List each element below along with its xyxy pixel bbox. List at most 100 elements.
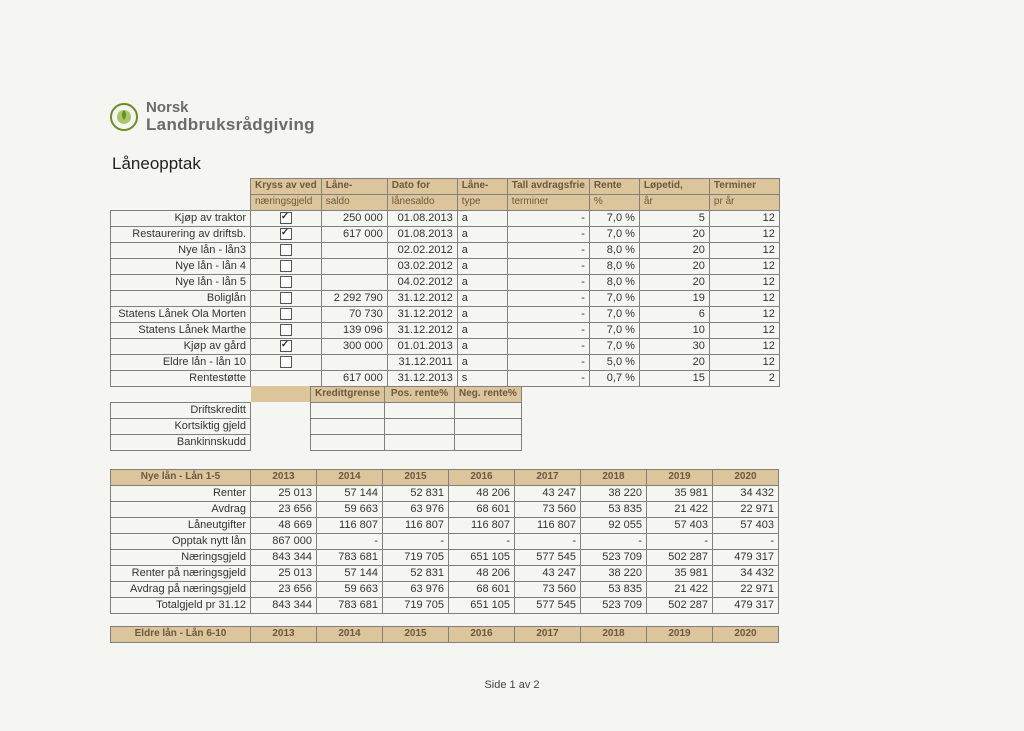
loan-rente: 7,0 % bbox=[589, 226, 639, 242]
loan-lop: 6 bbox=[639, 306, 709, 322]
loan-dato: 01.01.2013 bbox=[387, 338, 457, 354]
loan-lop: 5 bbox=[639, 210, 709, 226]
proj-cell: 68 601 bbox=[449, 581, 515, 597]
kreditt-cell bbox=[455, 402, 522, 418]
loan-checkbox[interactable] bbox=[280, 276, 292, 288]
brand-line2: Landbruksrådgiving bbox=[146, 116, 315, 134]
proj-year: 2020 bbox=[713, 626, 779, 642]
loan-type: a bbox=[457, 258, 507, 274]
proj-cell: - bbox=[515, 533, 581, 549]
kreditt-cell bbox=[455, 434, 522, 450]
loan-type: a bbox=[457, 306, 507, 322]
loan-lop: 20 bbox=[639, 258, 709, 274]
section-title: Låneopptak bbox=[112, 154, 914, 174]
proj-year: 2016 bbox=[449, 469, 515, 485]
loan-label: Nye lån - lån 4 bbox=[111, 258, 251, 274]
loan-checkbox[interactable] bbox=[280, 260, 292, 272]
hdr-dato-sub: lånesaldo bbox=[387, 194, 457, 210]
loan-label: Kjøp av traktor bbox=[111, 210, 251, 226]
loan-avdrag: - bbox=[507, 242, 589, 258]
proj-cell: - bbox=[647, 533, 713, 549]
proj-cell: 68 601 bbox=[449, 501, 515, 517]
proj-row-label: Låneutgifter bbox=[111, 517, 251, 533]
loan-rente: 8,0 % bbox=[589, 258, 639, 274]
loan-avdrag: - bbox=[507, 338, 589, 354]
loan-checkbox[interactable] bbox=[280, 308, 292, 320]
hdr-lopetid-sub: år bbox=[639, 194, 709, 210]
proj-row: Opptak nytt lån867 000------- bbox=[111, 533, 779, 549]
proj-year: 2020 bbox=[713, 469, 779, 485]
hdr-kredittgrense: Kredittgrense bbox=[311, 386, 385, 402]
proj-header-row: Eldre lån - Lån 6-1020132014201520162017… bbox=[111, 626, 779, 642]
loan-checkbox[interactable] bbox=[280, 228, 292, 240]
loan-lop: 10 bbox=[639, 322, 709, 338]
proj-row: Renter på næringsgjeld25 01357 14452 831… bbox=[111, 565, 779, 581]
proj-year: 2015 bbox=[383, 469, 449, 485]
proj-cell: 34 432 bbox=[713, 565, 779, 581]
loan-saldo: 70 730 bbox=[321, 306, 387, 322]
loan-checkbox[interactable] bbox=[280, 244, 292, 256]
loan-lop: 30 bbox=[639, 338, 709, 354]
proj-year: 2019 bbox=[647, 469, 713, 485]
loan-row: Kjøp av gård300 00001.01.2013a-7,0 %3012 bbox=[111, 338, 780, 354]
loan-checkbox[interactable] bbox=[280, 356, 292, 368]
kreditt-cell bbox=[385, 402, 455, 418]
kreditt-cell bbox=[311, 434, 385, 450]
loan-checkbox[interactable] bbox=[280, 324, 292, 336]
proj-year: 2014 bbox=[317, 626, 383, 642]
proj-title: Nye lån - Lån 1-5 bbox=[111, 469, 251, 485]
proj-header-row: Nye lån - Lån 1-520132014201520162017201… bbox=[111, 469, 779, 485]
proj-cell: 63 976 bbox=[383, 581, 449, 597]
hdr-kryss-top: Kryss av ved bbox=[251, 178, 322, 194]
proj-row: Næringsgjeld843 344783 681719 705651 105… bbox=[111, 549, 779, 565]
loan-term: 12 bbox=[709, 258, 779, 274]
hdr-dato-top: Dato for bbox=[387, 178, 457, 194]
proj-cell: 73 560 bbox=[515, 581, 581, 597]
loan-row: Eldre lån - lån 1031.12.2011a-5,0 %2012 bbox=[111, 354, 780, 370]
hdr-avdrag-sub: terminer bbox=[507, 194, 589, 210]
loan-term: 12 bbox=[709, 354, 779, 370]
loan-row: Statens Lånek Ola Morten70 73031.12.2012… bbox=[111, 306, 780, 322]
loan-saldo: 617 000 bbox=[321, 370, 387, 386]
loan-label: Nye lån - lån 5 bbox=[111, 274, 251, 290]
loan-checkbox-cell bbox=[251, 258, 322, 274]
kreditt-header-row: Kredittgrense Pos. rente% Neg. rente% bbox=[111, 386, 522, 402]
proj-cell: 43 247 bbox=[515, 485, 581, 501]
loan-term: 12 bbox=[709, 306, 779, 322]
loan-label: Rentestøtte bbox=[111, 370, 251, 386]
hdr-lopetid-top: Løpetid, bbox=[639, 178, 709, 194]
proj-cell: 502 287 bbox=[647, 597, 713, 613]
loan-avdrag: - bbox=[507, 322, 589, 338]
loan-checkbox[interactable] bbox=[280, 340, 292, 352]
page-footer: Side 1 av 2 bbox=[110, 679, 914, 691]
proj-year: 2019 bbox=[647, 626, 713, 642]
proj-cell: 25 013 bbox=[251, 485, 317, 501]
proj-cell: 53 835 bbox=[581, 581, 647, 597]
loan-rente: 7,0 % bbox=[589, 210, 639, 226]
loan-saldo: 2 292 790 bbox=[321, 290, 387, 306]
loan-row: Rentestøtte617 00031.12.2013s-0,7 %152 bbox=[111, 370, 780, 386]
loan-saldo: 300 000 bbox=[321, 338, 387, 354]
loan-label: Kjøp av gård bbox=[111, 338, 251, 354]
proj-cell: 22 971 bbox=[713, 501, 779, 517]
proj-cell: 35 981 bbox=[647, 485, 713, 501]
loan-lop: 20 bbox=[639, 226, 709, 242]
proj-cell: 48 206 bbox=[449, 565, 515, 581]
loan-dato: 31.12.2012 bbox=[387, 306, 457, 322]
proj-title: Eldre lån - Lån 6-10 bbox=[111, 626, 251, 642]
proj-cell: 21 422 bbox=[647, 501, 713, 517]
proj-row: Avdrag23 65659 66363 97668 60173 56053 8… bbox=[111, 501, 779, 517]
proj-cell: 34 432 bbox=[713, 485, 779, 501]
proj-year: 2013 bbox=[251, 469, 317, 485]
kreditt-row: Kortsiktig gjeld bbox=[111, 418, 522, 434]
proj-year: 2014 bbox=[317, 469, 383, 485]
loan-checkbox[interactable] bbox=[280, 292, 292, 304]
loan-avdrag: - bbox=[507, 290, 589, 306]
proj-cell: 651 105 bbox=[449, 597, 515, 613]
loan-label: Boliglån bbox=[111, 290, 251, 306]
loan-row: Statens Lånek Marthe139 09631.12.2012a-7… bbox=[111, 322, 780, 338]
loan-checkbox[interactable] bbox=[280, 212, 292, 224]
loan-checkbox-cell bbox=[251, 290, 322, 306]
loan-type: a bbox=[457, 322, 507, 338]
kreditt-cell bbox=[455, 418, 522, 434]
